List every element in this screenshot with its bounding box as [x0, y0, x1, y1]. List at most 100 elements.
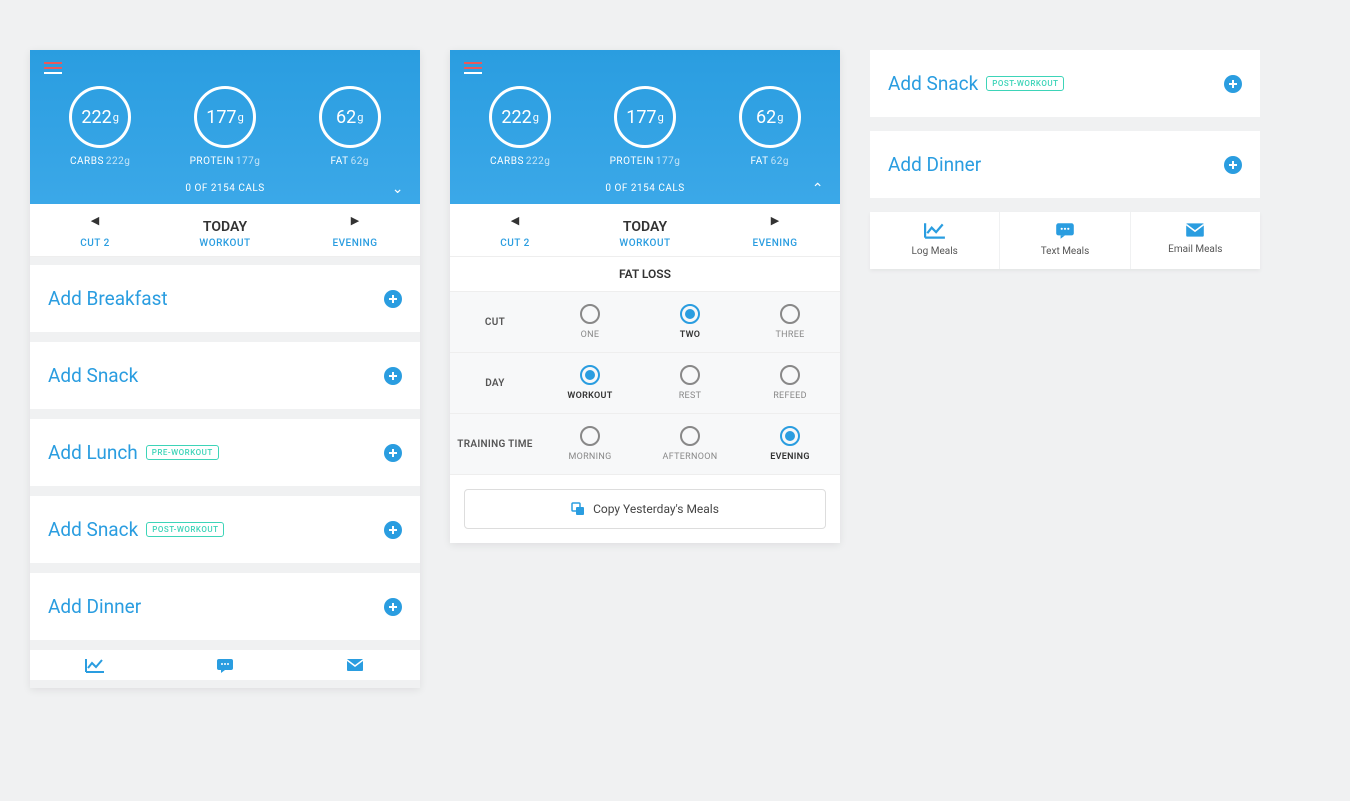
- plus-icon[interactable]: [384, 521, 402, 539]
- chevron-up-icon[interactable]: ⌃: [812, 181, 824, 197]
- day-title: TODAY: [203, 219, 247, 235]
- plus-icon[interactable]: [384, 444, 402, 462]
- plus-icon[interactable]: [1224, 75, 1242, 93]
- action-label: Log Meals: [870, 246, 999, 257]
- opt-label: WORKOUT: [540, 391, 640, 401]
- time-option-afternoon[interactable]: AFTERNOON: [640, 426, 740, 462]
- day-title-col[interactable]: TODAY WORKOUT: [160, 216, 290, 249]
- radio-selected-icon: [680, 304, 700, 324]
- settings-row-cut: CUT ONE TWO THREE: [450, 292, 840, 353]
- cut-option-three[interactable]: THREE: [740, 304, 840, 340]
- action-strip-partial: [30, 650, 420, 680]
- menu-button[interactable]: [450, 62, 840, 80]
- plus-icon[interactable]: [384, 598, 402, 616]
- action-label: Text Meals: [1000, 246, 1129, 257]
- cals-total: 2154: [211, 183, 235, 194]
- next-day-button[interactable]: ▶ EVENING: [290, 214, 420, 250]
- chart-line-icon: [924, 222, 946, 240]
- meal-card-lunch[interactable]: Add LunchPRE-WORKOUT: [30, 419, 420, 486]
- log-meals-button[interactable]: [30, 658, 160, 680]
- prev-day-button[interactable]: ◀ CUT 2: [450, 214, 580, 250]
- prev-day-button[interactable]: ◀ CUT 2: [30, 214, 160, 250]
- opt-label: TWO: [640, 330, 740, 340]
- day-left-label: CUT 2: [500, 238, 530, 249]
- chat-icon: [215, 658, 235, 674]
- macro-fat[interactable]: 62g FAT62g: [739, 86, 801, 167]
- macro-circle-protein: 177g: [614, 86, 676, 148]
- day-option-workout[interactable]: WORKOUT: [540, 365, 640, 401]
- email-meals-button[interactable]: [290, 658, 420, 680]
- next-day-button[interactable]: ▶ EVENING: [710, 214, 840, 250]
- fat-value: 62: [336, 107, 356, 128]
- arrow-right-icon: ▶: [710, 214, 840, 227]
- row-label-day: DAY: [450, 378, 540, 389]
- carbs-value: 222: [501, 107, 531, 128]
- day-option-refeed[interactable]: REFEED: [740, 365, 840, 401]
- day-right-label: EVENING: [332, 238, 377, 249]
- row-label-cut: CUT: [450, 317, 540, 328]
- radio-icon: [580, 426, 600, 446]
- carbs-unit: g: [533, 111, 539, 124]
- text-meals-button[interactable]: [160, 658, 290, 680]
- protein-sub: 177g: [656, 156, 680, 167]
- copy-button-wrap: Copy Yesterday's Meals: [450, 475, 840, 543]
- opt-label: MORNING: [540, 452, 640, 462]
- radio-icon: [780, 304, 800, 324]
- meal-card-snack-2[interactable]: Add SnackPOST-WORKOUT: [30, 496, 420, 563]
- chart-line-icon: [85, 658, 105, 674]
- cut-option-two[interactable]: TWO: [640, 304, 740, 340]
- log-meals-button[interactable]: Log Meals: [870, 212, 1000, 269]
- meal-card-snack-post[interactable]: Add SnackPOST-WORKOUT: [870, 50, 1260, 117]
- plus-icon[interactable]: [1224, 156, 1242, 174]
- carbs-sub: 222g: [526, 156, 550, 167]
- hamburger-icon: [464, 62, 482, 74]
- macro-carbs[interactable]: 222g CARBS222g: [489, 86, 551, 167]
- protein-unit: g: [238, 111, 244, 124]
- menu-button[interactable]: [30, 62, 420, 80]
- cals-row[interactable]: 0 OF 2154 CALS ⌄: [30, 177, 420, 204]
- fat-value: 62: [756, 107, 776, 128]
- time-option-evening[interactable]: EVENING: [740, 426, 840, 462]
- row-label-training: TRAINING TIME: [450, 439, 540, 450]
- meal-card-dinner[interactable]: Add Dinner: [30, 573, 420, 640]
- carbs-label: CARBS: [490, 156, 524, 167]
- cals-current: 0: [605, 183, 611, 194]
- chevron-down-icon[interactable]: ⌄: [392, 181, 404, 197]
- settings-row-day: DAY WORKOUT REST REFEED: [450, 353, 840, 414]
- radio-icon: [580, 304, 600, 324]
- carbs-unit: g: [113, 111, 119, 124]
- macro-carbs[interactable]: 222g CARBS222g: [69, 86, 131, 167]
- macro-circle-carbs: 222g: [489, 86, 551, 148]
- plus-icon[interactable]: [384, 290, 402, 308]
- copy-yesterday-button[interactable]: Copy Yesterday's Meals: [464, 489, 826, 529]
- protein-value: 177: [206, 107, 236, 128]
- macro-row: 222g CARBS222g 177g PROTEIN177g 62g FAT6…: [30, 80, 420, 177]
- macro-protein[interactable]: 177g PROTEIN177g: [190, 86, 261, 167]
- mail-icon: [345, 658, 365, 672]
- protein-label: PROTEIN: [190, 156, 234, 167]
- action-strip: Log Meals Text Meals Email Meals: [870, 212, 1260, 269]
- cut-option-one[interactable]: ONE: [540, 304, 640, 340]
- text-meals-button[interactable]: Text Meals: [1000, 212, 1130, 269]
- day-option-rest[interactable]: REST: [640, 365, 740, 401]
- meal-card-dinner[interactable]: Add Dinner: [870, 131, 1260, 198]
- macro-fat[interactable]: 62g FAT62g: [319, 86, 381, 167]
- phone-screen-settings: 222g CARBS222g 177g PROTEIN177g 62g FAT6…: [450, 50, 840, 543]
- opt-label: REST: [640, 391, 740, 401]
- day-title-col[interactable]: TODAY WORKOUT: [580, 216, 710, 249]
- time-option-morning[interactable]: MORNING: [540, 426, 640, 462]
- meal-card-breakfast[interactable]: Add Breakfast: [30, 265, 420, 332]
- macro-row: 222g CARBS222g 177g PROTEIN177g 62g FAT6…: [450, 80, 840, 177]
- protein-value: 177: [626, 107, 656, 128]
- meal-label: Add Breakfast: [48, 287, 168, 310]
- meal-card-snack-1[interactable]: Add Snack: [30, 342, 420, 409]
- phone-screen-main: 222g CARBS222g 177g PROTEIN177g 62g FAT6…: [30, 50, 420, 688]
- plus-icon[interactable]: [384, 367, 402, 385]
- day-left-label: CUT 2: [80, 238, 110, 249]
- carbs-label: CARBS: [70, 156, 104, 167]
- radio-icon: [680, 365, 700, 385]
- opt-label: AFTERNOON: [640, 452, 740, 462]
- macro-protein[interactable]: 177g PROTEIN177g: [610, 86, 681, 167]
- email-meals-button[interactable]: Email Meals: [1131, 212, 1260, 269]
- cals-row[interactable]: 0 OF 2154 CALS ⌃: [450, 177, 840, 204]
